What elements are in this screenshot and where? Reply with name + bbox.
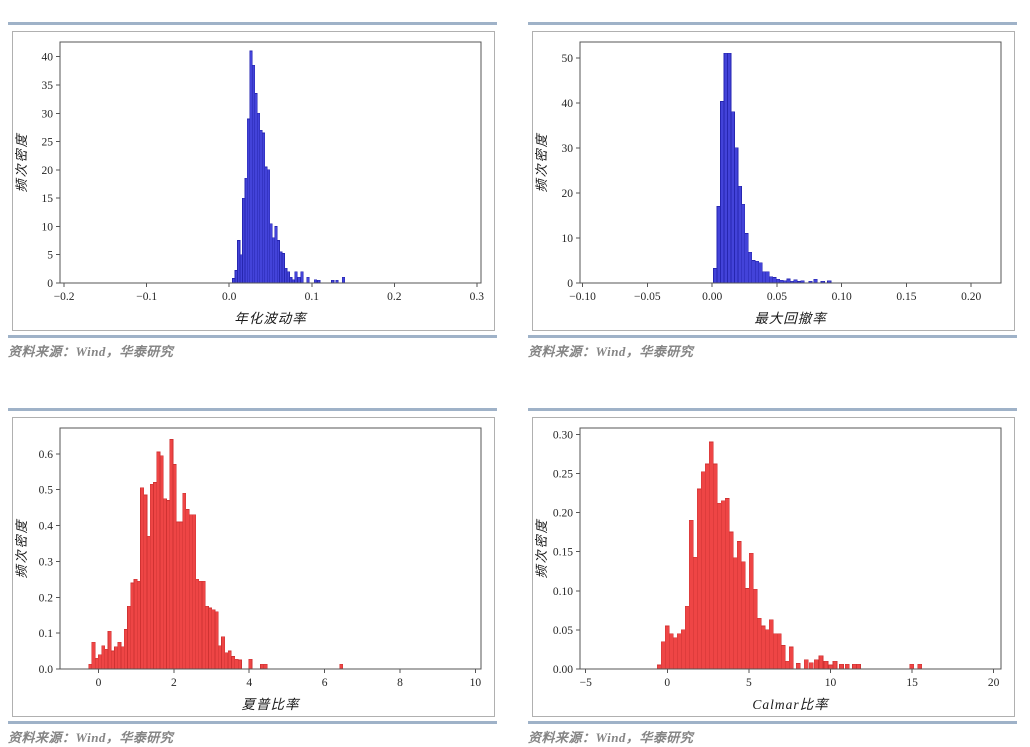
svg-text:10: 10 [42, 221, 54, 233]
section-divider [8, 721, 497, 724]
svg-text:0.15: 0.15 [553, 547, 573, 559]
max-drawdown-figure: −0.10 −0.05 0.00 0.05 0.10 0.15 0.20 0 10 20 30 40 5… [532, 31, 1015, 331]
section-divider [8, 335, 497, 338]
section-divider [528, 721, 1017, 724]
svg-text:5: 5 [47, 250, 53, 262]
source-caption: 资料来源：Wind，华泰研究 [8, 344, 174, 359]
svg-text:0.25: 0.25 [553, 468, 573, 480]
svg-text:0.2: 0.2 [39, 592, 54, 604]
panel-sharpe-ratio: 0 2 4 6 8 10 0.0 0.1 0.2 0.3 0.4 0.5 0.6 夏普比率 频次密度 资料来… [8, 408, 497, 746]
sharpe-ratio-chart: 0 2 4 6 8 10 0.0 0.1 0.2 0.3 0.4 0.5 0.6 夏普比率 频次密度 [13, 418, 494, 716]
svg-text:15: 15 [42, 193, 54, 205]
svg-text:0: 0 [664, 677, 670, 689]
calmar-ratio-chart: −5 0 5 10 15 20 0.00 0.05 0.10 0.15 0.20 0.25 0.30 Ca… [533, 418, 1014, 716]
svg-text:0.00: 0.00 [553, 664, 573, 676]
svg-text:20: 20 [562, 188, 574, 200]
svg-text:频次密度: 频次密度 [534, 132, 549, 192]
section-divider [528, 335, 1017, 338]
svg-text:0.0: 0.0 [222, 291, 237, 303]
svg-text:0.20: 0.20 [553, 508, 573, 520]
source-caption: 资料来源：Wind，华泰研究 [528, 344, 694, 359]
svg-text:0: 0 [567, 278, 573, 290]
svg-text:−0.2: −0.2 [54, 291, 75, 303]
svg-text:25: 25 [42, 137, 54, 149]
svg-text:15: 15 [906, 677, 918, 689]
svg-text:8: 8 [397, 677, 403, 689]
section-divider [8, 408, 497, 411]
svg-text:0.00: 0.00 [702, 291, 722, 303]
svg-text:−0.10: −0.10 [569, 291, 596, 303]
svg-text:0.05: 0.05 [767, 291, 787, 303]
svg-text:30: 30 [42, 108, 54, 120]
svg-text:频次密度: 频次密度 [14, 132, 29, 192]
svg-text:6: 6 [322, 677, 328, 689]
svg-text:0.1: 0.1 [39, 628, 54, 640]
svg-text:10: 10 [825, 677, 837, 689]
source-caption: 资料来源：Wind，华泰研究 [8, 730, 174, 745]
svg-text:0.30: 0.30 [553, 429, 573, 441]
panel-max-drawdown: −0.10 −0.05 0.00 0.05 0.10 0.15 0.20 0 10 20 30 40 5… [528, 22, 1017, 360]
svg-text:Calmar比率: Calmar比率 [752, 697, 830, 712]
svg-text:0: 0 [47, 278, 53, 290]
svg-text:10: 10 [562, 233, 574, 245]
svg-text:−0.1: −0.1 [136, 291, 157, 303]
svg-text:20: 20 [42, 165, 54, 177]
section-divider [8, 22, 497, 25]
max-drawdown-chart: −0.10 −0.05 0.00 0.05 0.10 0.15 0.20 0 10 20 30 40 5… [533, 32, 1014, 330]
svg-text:频次密度: 频次密度 [534, 518, 549, 578]
svg-text:0.3: 0.3 [470, 291, 485, 303]
svg-text:10: 10 [470, 677, 482, 689]
svg-text:35: 35 [42, 80, 54, 92]
svg-text:夏普比率: 夏普比率 [242, 697, 301, 712]
svg-text:0.0: 0.0 [39, 664, 54, 676]
svg-text:0.05: 0.05 [553, 625, 573, 637]
svg-text:0.10: 0.10 [832, 291, 852, 303]
svg-text:−0.05: −0.05 [634, 291, 661, 303]
svg-text:0.5: 0.5 [39, 485, 54, 497]
svg-text:0.15: 0.15 [896, 291, 916, 303]
svg-text:40: 40 [562, 98, 574, 110]
svg-text:0.6: 0.6 [39, 449, 54, 461]
calmar-ratio-figure: −5 0 5 10 15 20 0.00 0.05 0.10 0.15 0.20 0.25 0.30 Ca… [532, 417, 1015, 717]
svg-text:频次密度: 频次密度 [14, 518, 29, 578]
svg-text:2: 2 [171, 677, 177, 689]
svg-text:0.10: 0.10 [553, 586, 573, 598]
svg-text:年化波动率: 年化波动率 [234, 311, 308, 326]
svg-text:最大回撤率: 最大回撤率 [754, 311, 828, 326]
svg-text:30: 30 [562, 143, 574, 155]
svg-text:20: 20 [988, 677, 1000, 689]
svg-text:0.3: 0.3 [39, 556, 54, 568]
section-divider [528, 22, 1017, 25]
annualized-volatility-chart: −0.2 −0.1 0.0 0.1 0.2 0.3 0 5 10 15 20 25 30 35 40 年化波动… [13, 32, 494, 330]
svg-text:0.4: 0.4 [39, 521, 54, 533]
annualized-volatility-figure: −0.2 −0.1 0.0 0.1 0.2 0.3 0 5 10 15 20 25 30 35 40 年化波动… [12, 31, 495, 331]
svg-text:5: 5 [746, 677, 752, 689]
section-divider [528, 408, 1017, 411]
panel-annualized-volatility: −0.2 −0.1 0.0 0.1 0.2 0.3 0 5 10 15 20 25 30 35 40 年化波动… [8, 22, 497, 360]
panel-calmar-ratio: −5 0 5 10 15 20 0.00 0.05 0.10 0.15 0.20 0.25 0.30 Ca… [528, 408, 1017, 746]
sharpe-ratio-figure: 0 2 4 6 8 10 0.0 0.1 0.2 0.3 0.4 0.5 0.6 夏普比率 频次密度 [12, 417, 495, 717]
source-caption: 资料来源：Wind，华泰研究 [528, 730, 694, 745]
svg-text:0: 0 [96, 677, 102, 689]
svg-text:0.20: 0.20 [961, 291, 981, 303]
svg-text:0.1: 0.1 [305, 291, 320, 303]
svg-text:50: 50 [562, 53, 574, 65]
svg-text:4: 4 [246, 677, 252, 689]
svg-text:40: 40 [42, 52, 54, 64]
svg-text:0.2: 0.2 [387, 291, 402, 303]
svg-text:−5: −5 [580, 677, 592, 689]
